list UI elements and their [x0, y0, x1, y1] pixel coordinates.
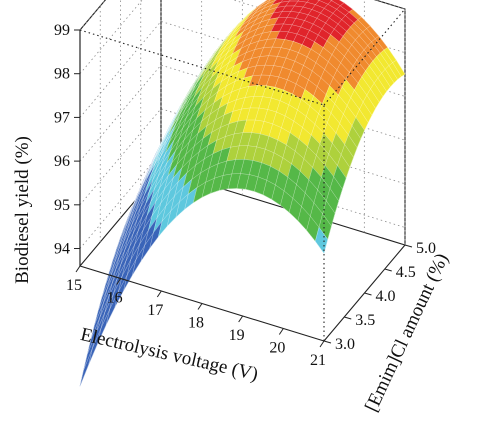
mesh-line: [123, 46, 369, 228]
x-tick-label: 21: [310, 352, 326, 369]
surface-cell: [79, 348, 93, 387]
y-tick-label: 4.0: [376, 288, 396, 305]
z-gridline: [79, 64, 406, 162]
x-tick-label: 20: [269, 340, 285, 357]
x-tick-label: 15: [66, 277, 82, 294]
z-tick-label: 99: [54, 22, 70, 39]
x-tick-mark: [319, 340, 325, 348]
mesh-line: [90, 145, 336, 340]
z-gridline: [79, 0, 406, 74]
y-tick-mark: [344, 316, 352, 320]
mesh-line: [94, 132, 339, 325]
z-gridline: [79, 108, 406, 206]
z-tick-label: 97: [54, 109, 70, 126]
y-tick-mark: [323, 340, 332, 344]
response-surface: [79, 0, 406, 387]
z-tick-label: 94: [54, 241, 70, 258]
x-tick-mark: [116, 278, 122, 285]
x-tick-mark: [278, 328, 284, 335]
mesh-line: [157, 0, 402, 161]
mesh-line: [101, 107, 347, 297]
frame-line: [323, 8, 406, 106]
y-tick-mark: [384, 268, 392, 272]
mesh-line: [87, 159, 332, 355]
mesh-line: [83, 173, 328, 370]
y-tick-mark: [404, 244, 413, 248]
x-tick-mark: [75, 265, 81, 273]
frame-line: [79, 29, 325, 106]
z-tick-label: 98: [54, 66, 70, 83]
mesh-line: [131, 30, 376, 209]
x-tick-mark: [238, 315, 244, 323]
mesh-line: [160, 0, 406, 157]
mesh-line: [149, 0, 395, 172]
mesh-line: [109, 85, 354, 272]
mesh-line: [153, 0, 398, 166]
x-tick-label: 19: [229, 327, 245, 344]
mesh-line: [112, 74, 358, 260]
y-tick-mark: [364, 292, 372, 296]
z-axis-title: Biodiesel yield (%): [12, 136, 33, 284]
y-tick-label: 3.0: [335, 336, 355, 353]
z-gridline: [79, 20, 406, 118]
x-tick-label: 16: [107, 290, 123, 307]
tick-labels: 94 95 96 97 98 99 15 16 17 18 19 20 21 3.03.54.04.55.…: [54, 22, 436, 369]
z-tick-label: 96: [54, 153, 70, 170]
x-tick-mark: [156, 290, 162, 298]
mesh-line: [105, 96, 351, 284]
y-tick-label: 4.5: [396, 264, 416, 281]
mesh-line: [98, 119, 343, 311]
x-tick-label: 18: [188, 315, 204, 332]
z-gridline: [79, 152, 406, 249]
z-tick-label: 95: [54, 197, 70, 214]
mesh-line: [116, 64, 362, 249]
mesh-line: [79, 188, 325, 387]
x-tick-label: 17: [147, 302, 163, 319]
y-tick-label: 3.5: [355, 312, 375, 329]
y-tick-label: 5.0: [416, 240, 436, 257]
x-tick-mark: [197, 303, 203, 310]
